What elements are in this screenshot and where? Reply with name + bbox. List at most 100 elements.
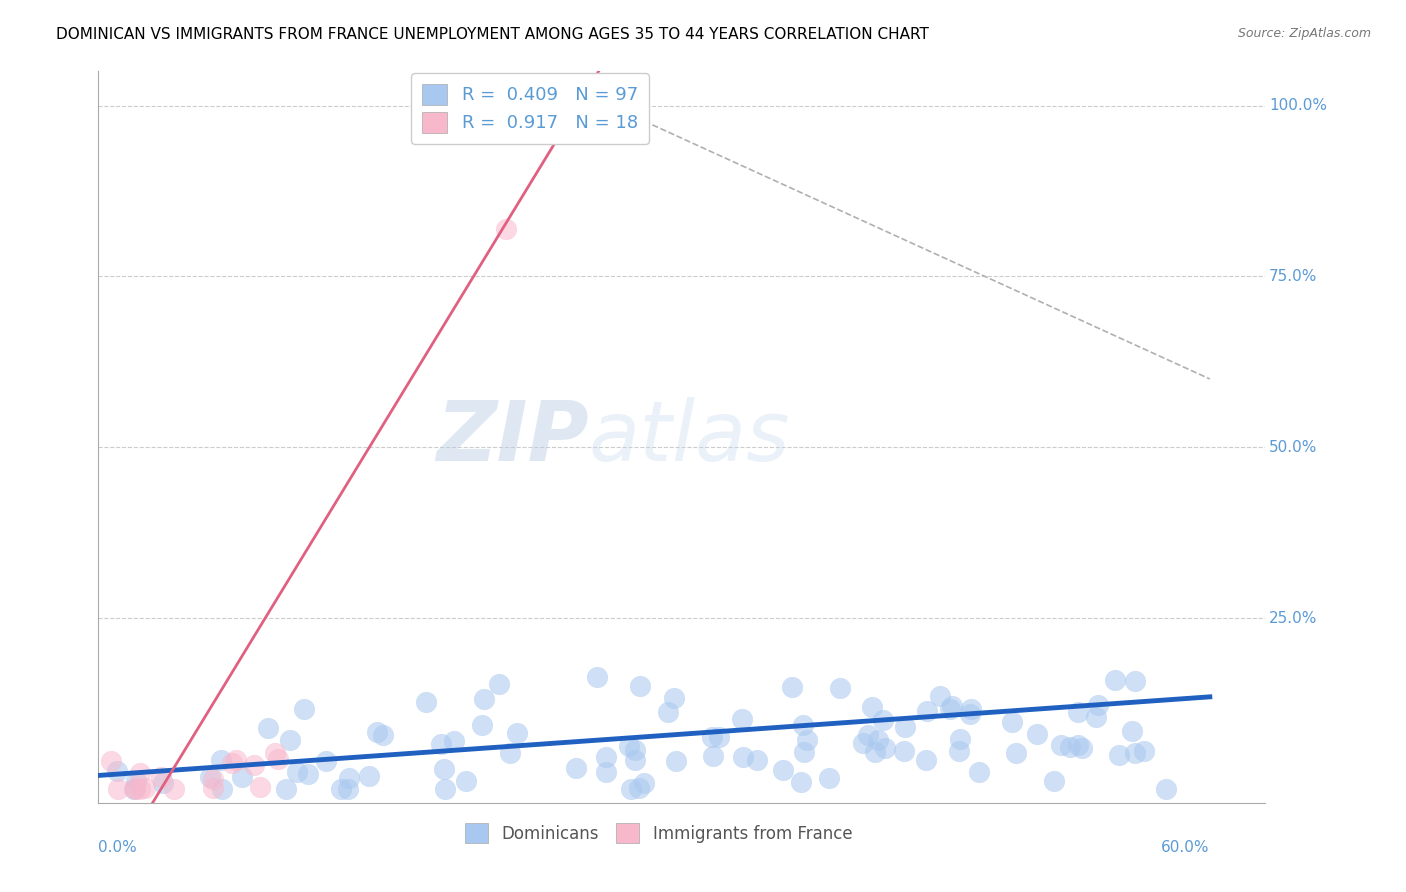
Point bbox=[221, 756, 243, 771]
Point bbox=[657, 706, 679, 720]
Point bbox=[373, 728, 395, 742]
Point bbox=[893, 743, 915, 757]
Point bbox=[454, 774, 477, 789]
Point bbox=[948, 744, 970, 758]
Legend: Dominicans, Immigrants from France: Dominicans, Immigrants from France bbox=[458, 817, 859, 849]
Point bbox=[565, 761, 588, 775]
Point bbox=[249, 780, 271, 795]
Point bbox=[858, 728, 880, 742]
Point bbox=[959, 702, 981, 716]
Point bbox=[488, 677, 510, 691]
Point bbox=[329, 782, 352, 797]
Point bbox=[337, 772, 360, 786]
Point bbox=[1087, 698, 1109, 712]
Text: 60.0%: 60.0% bbox=[1161, 840, 1209, 855]
Text: 25.0%: 25.0% bbox=[1270, 611, 1317, 625]
Point bbox=[772, 763, 794, 777]
Point bbox=[134, 780, 156, 795]
Point bbox=[498, 746, 520, 760]
Point bbox=[209, 753, 232, 767]
Text: 75.0%: 75.0% bbox=[1270, 268, 1317, 284]
Point bbox=[256, 721, 278, 735]
Point bbox=[278, 732, 301, 747]
Point bbox=[620, 782, 643, 797]
Point bbox=[941, 698, 963, 713]
Point bbox=[586, 670, 609, 684]
Point bbox=[124, 782, 146, 797]
Point bbox=[337, 782, 360, 797]
Point bbox=[969, 765, 991, 780]
Point bbox=[894, 721, 917, 735]
Point bbox=[745, 754, 768, 768]
Point bbox=[1000, 714, 1022, 729]
Point bbox=[100, 754, 122, 768]
Point bbox=[231, 770, 253, 784]
Text: atlas: atlas bbox=[589, 397, 790, 477]
Point bbox=[702, 748, 724, 763]
Point bbox=[243, 757, 266, 772]
Point bbox=[105, 764, 128, 779]
Point bbox=[915, 753, 938, 767]
Point bbox=[202, 780, 225, 795]
Point bbox=[150, 770, 173, 784]
Point bbox=[665, 754, 688, 768]
Point bbox=[225, 753, 247, 767]
Point bbox=[472, 691, 495, 706]
Point bbox=[828, 681, 851, 696]
Point bbox=[1071, 741, 1094, 756]
Point bbox=[1004, 746, 1026, 760]
Point bbox=[1123, 673, 1146, 688]
Point bbox=[211, 781, 233, 796]
Point bbox=[297, 767, 319, 781]
Point bbox=[1108, 747, 1130, 762]
Point bbox=[1156, 782, 1178, 797]
Point bbox=[1043, 773, 1066, 788]
Point bbox=[790, 775, 813, 789]
Point bbox=[122, 782, 145, 797]
Point bbox=[929, 689, 952, 703]
Point bbox=[796, 732, 818, 747]
Text: DOMINICAN VS IMMIGRANTS FROM FRANCE UNEMPLOYMENT AMONG AGES 35 TO 44 YEARS CORRE: DOMINICAN VS IMMIGRANTS FROM FRANCE UNEM… bbox=[56, 27, 929, 42]
Text: Source: ZipAtlas.com: Source: ZipAtlas.com bbox=[1237, 27, 1371, 40]
Point bbox=[817, 771, 839, 785]
Point bbox=[267, 751, 290, 765]
Point bbox=[915, 705, 938, 719]
Point bbox=[433, 763, 456, 777]
Point bbox=[471, 717, 494, 731]
Point bbox=[1104, 673, 1126, 688]
Point bbox=[292, 702, 315, 716]
Point bbox=[624, 743, 647, 757]
Point bbox=[1133, 743, 1156, 757]
Point bbox=[959, 706, 981, 721]
Point bbox=[366, 724, 388, 739]
Point bbox=[707, 730, 730, 744]
Point bbox=[873, 741, 896, 756]
Point bbox=[617, 739, 640, 753]
Point bbox=[1085, 710, 1108, 724]
Point bbox=[128, 782, 150, 797]
Point bbox=[276, 782, 298, 797]
Point bbox=[633, 776, 655, 790]
Point bbox=[1059, 740, 1081, 755]
Point bbox=[1050, 738, 1073, 752]
Point bbox=[860, 700, 883, 714]
Point bbox=[1123, 746, 1146, 760]
Point bbox=[152, 776, 174, 790]
Text: 50.0%: 50.0% bbox=[1270, 440, 1317, 455]
Point bbox=[939, 702, 962, 716]
Point bbox=[162, 782, 184, 797]
Point bbox=[792, 718, 814, 732]
Text: ZIP: ZIP bbox=[436, 397, 589, 477]
Point bbox=[125, 773, 148, 788]
Point bbox=[868, 733, 890, 747]
Point bbox=[949, 731, 972, 746]
Point bbox=[129, 766, 152, 780]
Point bbox=[662, 691, 685, 706]
Point bbox=[731, 749, 754, 764]
Point bbox=[865, 745, 887, 759]
Point bbox=[630, 679, 652, 693]
Text: 100.0%: 100.0% bbox=[1270, 98, 1327, 113]
Point bbox=[595, 764, 617, 779]
Point bbox=[495, 221, 517, 235]
Point bbox=[202, 772, 225, 786]
